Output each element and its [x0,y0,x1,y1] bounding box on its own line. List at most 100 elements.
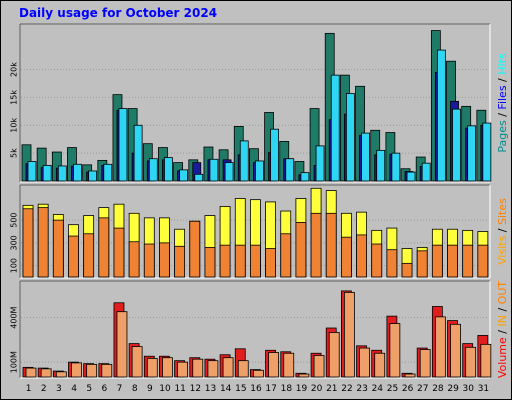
chart-title: Daily usage for October 2024 [19,6,218,20]
sites-bar [98,217,110,278]
in-bar [192,358,204,378]
hits-panel-y-tick-label: 20k [10,62,19,77]
hits-bar [73,163,82,182]
in-bar [131,346,143,378]
x-tick-label: 23 [356,384,367,394]
volume-series-label-part: / [496,304,509,315]
sites-bar [68,235,79,278]
in-bar [419,349,431,378]
hits-series-label-part: Pages [496,120,509,153]
x-tick-label: 10 [159,384,171,394]
in-bar [25,367,37,378]
hits-bar [467,125,477,182]
hits-bar [406,171,416,182]
sites-bar [431,244,443,278]
x-tick-label: 19 [296,384,308,394]
hits-bar [330,74,340,182]
hits-bar [133,124,143,182]
hits-bar [118,108,128,182]
in-bar [86,363,98,378]
x-tick-label: 24 [372,384,384,394]
sites-bar [401,262,413,278]
hits-series-label-part: Files [496,85,509,109]
sites-bar [295,221,307,278]
hits-series-label: Pages / Files / Hits [496,53,509,153]
visits-series-label-part: / [496,225,509,236]
x-tick-label: 11 [174,384,185,394]
visits-series-label-part: Sites [496,198,509,225]
sites-bar [52,219,64,278]
sites-bar [250,244,261,278]
hits-bar [88,170,98,182]
hits-bar [285,158,295,182]
in-bar [71,362,82,378]
x-tick-label: 17 [265,384,276,394]
hits-bar [300,172,310,182]
hits-series-label-part: / [496,75,509,86]
volume-series-label-part: / [496,327,509,338]
sites-bar [416,250,428,278]
in-bar [374,352,386,378]
x-tick-label: 31 [478,384,489,394]
hits-panel-y-tick-label: 15k [10,90,19,105]
hits-bar [42,164,52,182]
sites-bar [37,207,49,278]
in-bar [283,352,295,378]
in-bar [177,361,189,378]
hits-bar [436,49,446,182]
hits-panel-y-tick-label: 5k [10,148,19,158]
in-bar [480,343,492,378]
volume-series-label-part: Volume [496,337,509,378]
sites-bar [386,249,398,278]
sites-bar [447,244,458,278]
hits-panel-y-tick-label: 10k [10,118,19,133]
in-bar [268,352,279,378]
in-bar [313,355,325,378]
visits-series-label: Visits / Sites [496,198,509,265]
x-tick-label: 3 [56,384,62,394]
in-bar [116,311,128,378]
x-tick-label: 12 [190,384,201,394]
hits-bar [482,122,492,182]
in-bar [222,357,234,378]
hits-bar [421,162,431,182]
hits-bar [27,161,37,182]
in-bar [298,373,310,378]
in-bar [465,346,477,378]
in-bar [404,373,416,378]
sites-bar [128,241,140,278]
x-tick-label: 2 [41,384,47,394]
visits-panel-y-tick-label: 500 [10,212,19,227]
hits-bar [315,145,325,182]
hits-bar [164,157,173,182]
in-bar [253,369,264,378]
in-bar [450,323,461,378]
hits-bar [179,169,189,182]
x-tick-label: 21 [326,384,337,394]
x-tick-label: 20 [311,384,323,394]
hits-bar [148,158,158,182]
x-tick-label: 4 [71,384,77,394]
hits-bar [452,108,461,182]
x-tick-label: 14 [220,384,232,394]
volume-series-label: Volume / IN / OUT [496,281,509,379]
hits-series-label-part: Hits [496,53,509,75]
x-tick-label: 15 [235,384,246,394]
x-tick-label: 5 [86,384,92,394]
x-tick-label: 27 [417,384,428,394]
hits-bar [255,160,264,182]
in-bar [343,291,355,378]
hits-bar [194,173,204,182]
x-tick-label: 6 [102,384,108,394]
volume-series-label-part: IN [496,315,509,326]
sites-bar [189,220,201,278]
sites-bar [477,244,489,278]
in-bar [146,358,158,378]
hits-bar [376,149,386,182]
visits-panel-y-tick-label: 100 [10,258,19,273]
sites-bar [371,243,383,278]
sites-bar [325,212,337,278]
in-bar [237,360,249,378]
x-tick-label: 9 [147,384,153,394]
